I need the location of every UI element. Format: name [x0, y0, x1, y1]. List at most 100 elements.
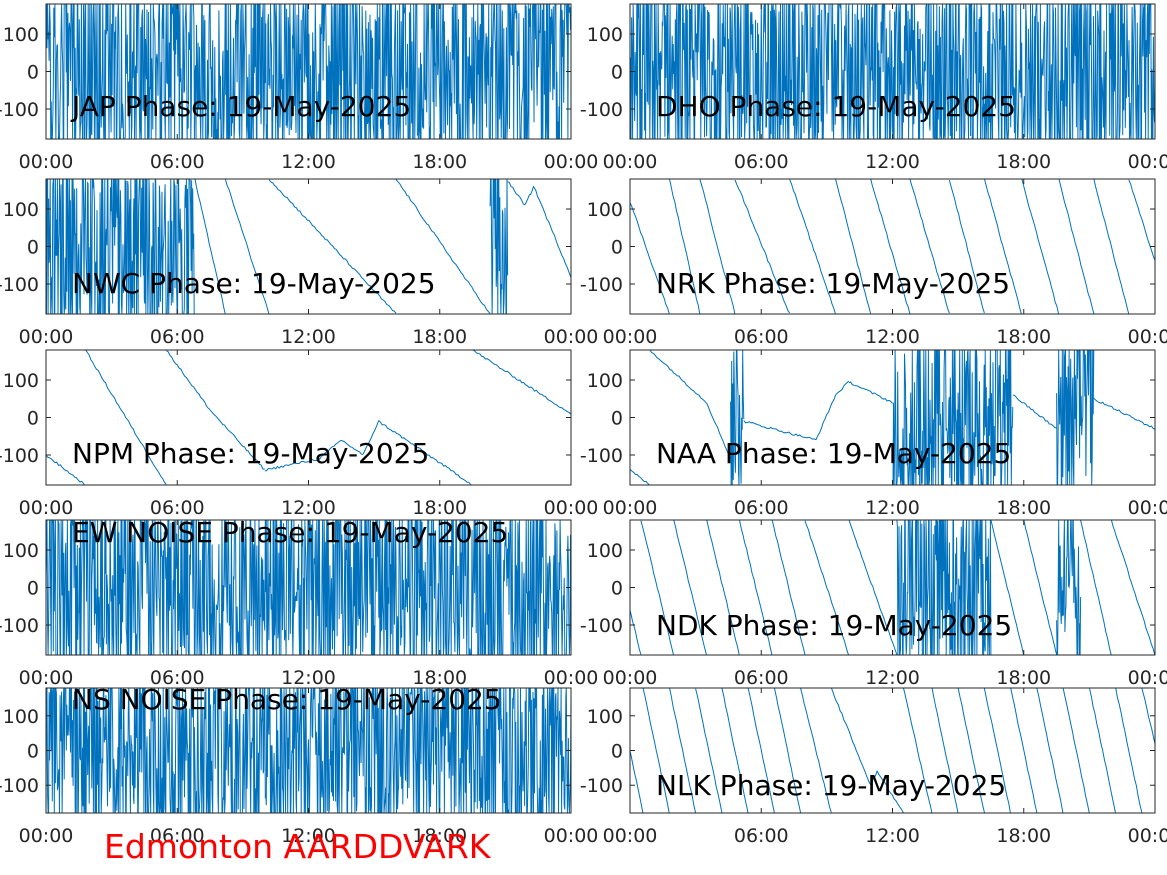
x-tick-label: 12:00: [865, 497, 920, 519]
station-label: Edmonton AARDDVARK: [104, 827, 491, 866]
y-tick-label: -100: [0, 775, 39, 797]
phase-series: [630, 688, 1155, 813]
x-tick-label: 12:00: [281, 667, 336, 689]
x-tick-label: 00:00: [1128, 326, 1167, 348]
phase-series: [630, 179, 1155, 314]
phase-panel-4: 100 0 -100 00:00 06:00 12:00 18:00 00:00 NRK Pha…: [580, 178, 1167, 348]
x-tick-label: 00:00: [603, 151, 658, 173]
phase-panel-7: 100 0 -100 00:00 06:00 12:00 18:00 00:00 EW NOIS…: [0, 516, 598, 689]
x-tick-label: 00:00: [19, 667, 74, 689]
x-tick-label: 00:00: [544, 497, 599, 519]
x-tick-label: 00:00: [19, 497, 74, 519]
panel-title: NS NOISE Phase: 19-May-2025: [72, 683, 502, 716]
x-tick-label: 00:00: [603, 326, 658, 348]
y-tick-label: -100: [580, 445, 623, 467]
y-tick-label: 0: [27, 62, 39, 84]
x-tick-label: 00:00: [603, 825, 658, 847]
x-tick-label: 12:00: [281, 151, 336, 173]
x-tick-label: 06:00: [734, 667, 789, 689]
panel-title: JAP Phase: 19-May-2025: [70, 90, 411, 123]
phase-series: [46, 688, 571, 813]
phase-panel-2: 100 0 -100 00:00 06:00 12:00 18:00 00:00 DHO Pha…: [580, 3, 1167, 173]
x-tick-label: 18:00: [412, 497, 467, 519]
y-tick-label: 100: [3, 706, 39, 728]
y-tick-label: 0: [611, 237, 623, 259]
x-tick-label: 12:00: [865, 667, 920, 689]
panel-title: DHO Phase: 19-May-2025: [656, 90, 1016, 123]
x-tick-label: 18:00: [996, 667, 1051, 689]
y-tick-label: 0: [611, 578, 623, 600]
x-tick-label: 00:00: [1128, 825, 1167, 847]
panel-title: NPM Phase: 19-May-2025: [72, 437, 429, 470]
y-tick-label: 100: [587, 24, 623, 46]
phase-series: [46, 4, 571, 139]
phase-series: [630, 4, 1155, 139]
x-tick-label: 06:00: [734, 326, 789, 348]
phase-panel-10: 100 0 -100 00:00 06:00 12:00 18:00 00:00 NLK Pha…: [580, 687, 1167, 847]
y-tick-label: -100: [0, 445, 39, 467]
panel-title: NWC Phase: 19-May-2025: [72, 267, 436, 300]
phase-panel-9: 100 0 -100 00:00 06:00 12:00 18:00 00:00 NS NOIS…: [0, 683, 598, 847]
x-tick-label: 18:00: [996, 151, 1051, 173]
x-tick-label: 06:00: [150, 326, 205, 348]
y-tick-label: 100: [3, 199, 39, 221]
x-tick-label: 12:00: [281, 497, 336, 519]
x-tick-label: 06:00: [734, 825, 789, 847]
y-tick-label: -100: [0, 274, 39, 296]
y-tick-label: 0: [27, 237, 39, 259]
phase-series: [46, 520, 571, 655]
phase-series: [46, 179, 571, 314]
phase-panel-6: 100 0 -100 00:00 06:00 12:00 18:00 00:00 NAA Pha…: [580, 349, 1167, 519]
x-tick-label: 18:00: [412, 667, 467, 689]
panel-title: EW NOISE Phase: 19-May-2025: [72, 516, 508, 549]
x-tick-label: 00:00: [544, 825, 599, 847]
panel-title: NLK Phase: 19-May-2025: [656, 769, 1006, 802]
x-tick-label: 00:00: [1128, 667, 1167, 689]
y-tick-label: 100: [587, 199, 623, 221]
x-tick-label: 18:00: [412, 825, 467, 847]
x-tick-label: 06:00: [734, 151, 789, 173]
x-tick-label: 18:00: [996, 825, 1051, 847]
phase-series: [630, 350, 1155, 485]
y-tick-label: 0: [27, 408, 39, 430]
y-tick-label: 0: [27, 578, 39, 600]
x-tick-label: 18:00: [996, 497, 1051, 519]
x-tick-label: 00:00: [544, 326, 599, 348]
y-tick-label: 100: [587, 370, 623, 392]
y-tick-label: 0: [611, 741, 623, 763]
x-tick-label: 12:00: [865, 151, 920, 173]
x-tick-label: 00:00: [19, 326, 74, 348]
y-tick-label: -100: [0, 99, 39, 121]
x-tick-label: 00:00: [19, 151, 74, 173]
x-tick-label: 06:00: [150, 497, 205, 519]
y-tick-label: -100: [580, 274, 623, 296]
y-tick-label: 100: [3, 24, 39, 46]
x-tick-label: 00:00: [19, 825, 74, 847]
y-tick-label: 100: [3, 540, 39, 562]
y-tick-label: 0: [611, 62, 623, 84]
y-tick-label: 100: [587, 540, 623, 562]
y-tick-label: 0: [611, 408, 623, 430]
x-tick-label: 12:00: [865, 825, 920, 847]
y-tick-label: -100: [0, 615, 39, 637]
x-tick-label: 18:00: [996, 326, 1051, 348]
y-tick-label: -100: [580, 99, 623, 121]
x-tick-label: 06:00: [150, 825, 205, 847]
phase-panel-5: 100 0 -100 00:00 06:00 12:00 18:00 00:00 NPM Pha…: [0, 349, 599, 519]
x-tick-label: 18:00: [412, 151, 467, 173]
phase-panel-8: 100 0 -100 00:00 06:00 12:00 18:00 00:00 NDK Pha…: [580, 519, 1167, 689]
phase-series: [630, 520, 1155, 655]
x-tick-label: 06:00: [150, 151, 205, 173]
x-tick-label: 18:00: [412, 326, 467, 348]
y-tick-label: -100: [580, 775, 623, 797]
panel-title: NRK Phase: 19-May-2025: [656, 267, 1010, 300]
x-tick-label: 00:00: [603, 497, 658, 519]
phase-series: [46, 350, 571, 485]
panel-title: NAA Phase: 19-May-2025: [656, 437, 1011, 470]
x-tick-label: 00:00: [1128, 151, 1167, 173]
y-tick-label: 100: [3, 370, 39, 392]
x-tick-label: 00:00: [603, 667, 658, 689]
phase-panel-3: 100 0 -100 00:00 06:00 12:00 18:00 00:00 NWC Pha…: [0, 178, 598, 348]
x-tick-label: 12:00: [865, 326, 920, 348]
